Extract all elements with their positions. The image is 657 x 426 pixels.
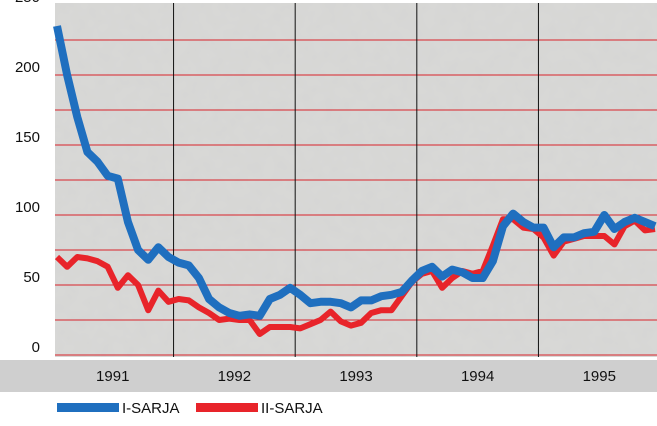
legend-label: II-SARJA [261,400,323,417]
x-tick-label: 1995 [583,368,616,385]
y-tick-label: 250 [15,0,40,6]
series-line [54,216,656,337]
legend-swatch [196,403,258,412]
y-tick-label: 150 [15,129,40,146]
y-tick-label: 200 [15,59,40,76]
x-tick-label: 1992 [218,368,251,385]
legend-label: I-SARJA [122,400,180,417]
x-axis-band [0,360,657,392]
series-line [53,25,657,320]
x-tick-label: 1991 [96,368,129,385]
x-tick-label: 1994 [461,368,494,385]
legend-swatch [57,403,119,412]
x-tick-label: 1993 [339,368,372,385]
y-tick-label: 0 [32,339,40,356]
y-tick-label: 100 [15,199,40,216]
y-tick-label: 50 [23,269,40,286]
